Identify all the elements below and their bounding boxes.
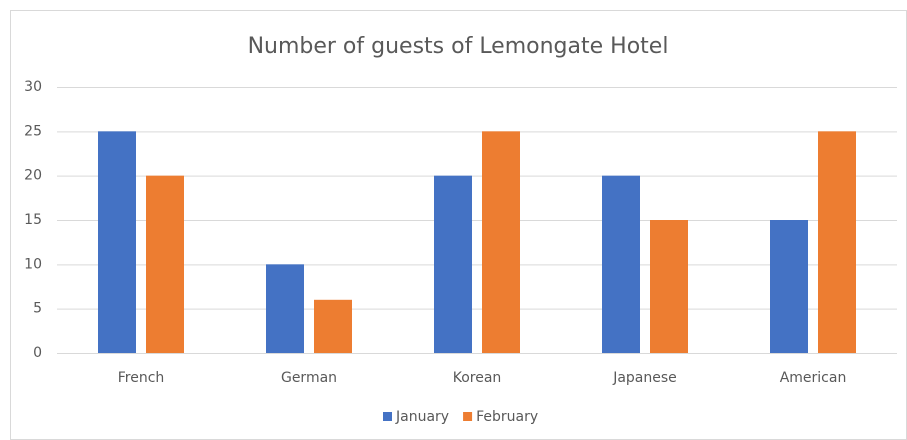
y-tick-label: 25	[24, 123, 42, 139]
bar	[314, 299, 352, 353]
y-tick-label: 5	[33, 301, 42, 317]
y-tick-label: 0	[33, 345, 42, 361]
bar	[266, 264, 304, 353]
bar	[818, 131, 856, 353]
bar	[602, 175, 640, 353]
legend-label: January	[395, 409, 449, 425]
bar	[98, 131, 136, 353]
x-tick-label: Korean	[453, 370, 502, 386]
bar	[434, 175, 472, 353]
x-tick-label: German	[281, 370, 337, 386]
bar	[650, 220, 688, 353]
chart-title: Number of guests of Lemongate Hotel	[248, 34, 669, 59]
y-tick-label: 20	[24, 168, 42, 184]
legend-swatch	[383, 412, 392, 421]
x-tick-label: American	[780, 370, 847, 386]
bar	[482, 131, 520, 353]
y-tick-label: 10	[24, 256, 42, 272]
y-tick-label: 30	[24, 79, 42, 95]
x-tick-label: Japanese	[612, 370, 677, 386]
bar	[770, 220, 808, 353]
legend-swatch	[463, 412, 473, 421]
legend-label: February	[476, 409, 538, 425]
y-tick-label: 15	[24, 212, 42, 228]
bar	[146, 175, 184, 353]
x-tick-label: French	[118, 370, 165, 386]
